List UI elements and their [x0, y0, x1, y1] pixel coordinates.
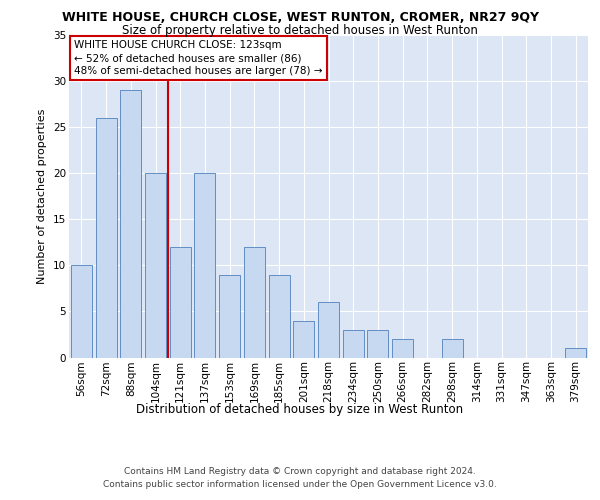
- Text: Contains HM Land Registry data © Crown copyright and database right 2024.
Contai: Contains HM Land Registry data © Crown c…: [103, 468, 497, 489]
- Bar: [293, 320, 314, 358]
- Bar: [145, 173, 166, 358]
- Bar: [95, 118, 116, 358]
- Bar: [244, 247, 265, 358]
- Bar: [71, 266, 92, 358]
- Bar: [442, 339, 463, 357]
- Bar: [367, 330, 388, 357]
- Bar: [170, 247, 191, 358]
- Bar: [318, 302, 339, 358]
- Bar: [269, 274, 290, 357]
- Bar: [120, 90, 141, 358]
- Bar: [392, 339, 413, 357]
- Bar: [194, 173, 215, 358]
- Bar: [565, 348, 586, 358]
- Text: WHITE HOUSE, CHURCH CLOSE, WEST RUNTON, CROMER, NR27 9QY: WHITE HOUSE, CHURCH CLOSE, WEST RUNTON, …: [62, 11, 539, 24]
- Bar: [219, 274, 240, 357]
- Text: WHITE HOUSE CHURCH CLOSE: 123sqm
← 52% of detached houses are smaller (86)
48% o: WHITE HOUSE CHURCH CLOSE: 123sqm ← 52% o…: [74, 40, 323, 76]
- Text: Size of property relative to detached houses in West Runton: Size of property relative to detached ho…: [122, 24, 478, 37]
- Bar: [343, 330, 364, 357]
- Y-axis label: Number of detached properties: Number of detached properties: [37, 108, 47, 284]
- Text: Distribution of detached houses by size in West Runton: Distribution of detached houses by size …: [136, 402, 464, 415]
